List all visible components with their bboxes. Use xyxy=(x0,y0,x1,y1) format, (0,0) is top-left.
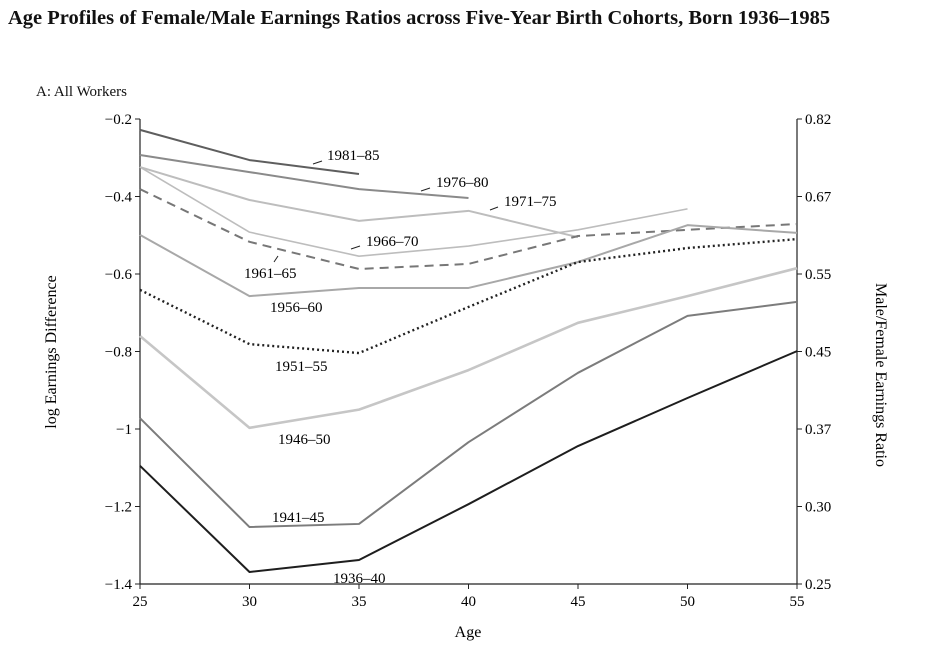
series-line-1946-50 xyxy=(139,266,798,430)
x-tick-label: 45 xyxy=(571,594,586,610)
x-tick-label: 40 xyxy=(461,594,476,610)
series-label: 1941–45 xyxy=(272,510,325,526)
x-tick-label: 55 xyxy=(790,594,805,610)
right-tick-label: 0.30 xyxy=(805,500,831,516)
y-axis-right-label: Male/Female Earnings Ratio xyxy=(872,283,889,467)
label-pointer-arrow-icon xyxy=(350,245,361,250)
series-label: 1961–65 xyxy=(244,266,297,282)
x-tick-label: 35 xyxy=(352,594,367,610)
right-tick-label: 0.25 xyxy=(805,577,831,593)
label-pointer-arrow-icon xyxy=(420,187,431,192)
series-label: 1936–40 xyxy=(333,571,386,587)
series-line-1976-80 xyxy=(139,154,469,200)
panel-label: A: All Workers xyxy=(36,84,128,100)
series-line-1966-70 xyxy=(139,166,688,257)
series-line-1936-40 xyxy=(139,350,798,573)
y-tick-label: −1.4 xyxy=(105,577,133,593)
x-tick-label: 25 xyxy=(133,594,148,610)
right-tick-label: 0.82 xyxy=(805,112,831,128)
y-tick-label: −1 xyxy=(116,422,132,438)
series-label: 1981–85 xyxy=(327,148,380,164)
right-tick-label: 0.67 xyxy=(805,190,832,206)
y-axis-label: log Earnings Difference xyxy=(43,275,60,428)
label-pointer-arrow-icon xyxy=(273,255,279,263)
x-axis-label: Age xyxy=(455,624,482,641)
right-tick-label: 0.45 xyxy=(805,345,831,361)
chart-title: Age Profiles of Female/Male Earnings Rat… xyxy=(8,7,831,29)
y-tick-label: −1.2 xyxy=(105,500,132,516)
y-tick-label: −0.4 xyxy=(105,190,133,206)
x-tick-label: 50 xyxy=(680,594,695,610)
series-label: 1976–80 xyxy=(436,175,489,191)
series-line-1961-65 xyxy=(139,188,798,270)
series-line-1981-85 xyxy=(139,128,360,176)
series-line-1941-45 xyxy=(139,300,798,529)
series-label: 1956–60 xyxy=(270,300,323,316)
y-tick-label: −0.6 xyxy=(105,267,133,283)
label-pointer-arrow-icon xyxy=(312,160,323,165)
series-label: 1946–50 xyxy=(278,432,331,448)
series-label: 1971–75 xyxy=(504,194,557,210)
right-tick-label: 0.37 xyxy=(805,422,832,438)
series-line-1956-60 xyxy=(139,224,798,298)
x-tick-label: 30 xyxy=(242,594,257,610)
label-pointer-arrow-icon xyxy=(489,206,499,211)
series-label: 1951–55 xyxy=(275,359,328,375)
right-tick-label: 0.55 xyxy=(805,267,831,283)
series-label: 1966–70 xyxy=(366,234,419,250)
series-line-1971-75 xyxy=(139,166,579,239)
y-tick-label: −0.2 xyxy=(105,112,132,128)
series-line-1951-55 xyxy=(139,237,798,355)
y-tick-label: −0.8 xyxy=(105,345,132,361)
